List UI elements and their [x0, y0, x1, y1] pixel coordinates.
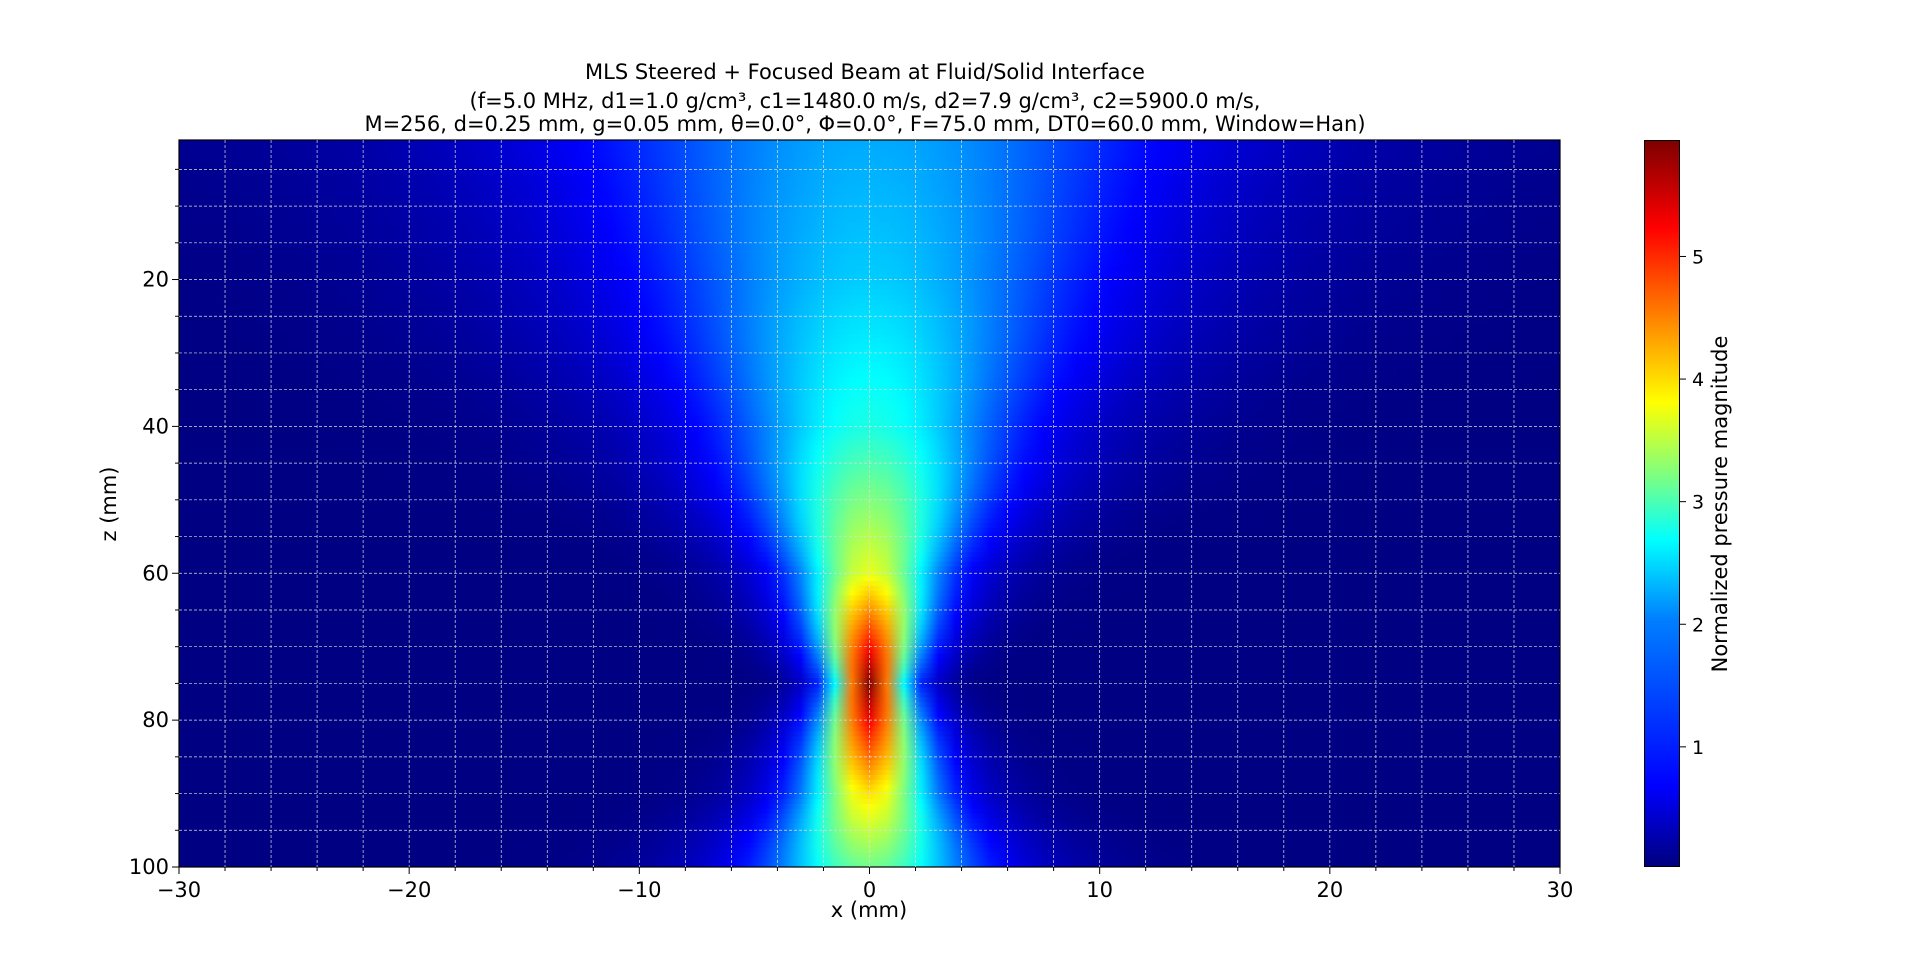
- heatmap-row: [179, 585, 1560, 592]
- heatmap-row: [179, 445, 1560, 451]
- heatmap-row: [179, 430, 1560, 437]
- heatmap-row: [179, 251, 1560, 258]
- heatmap-row: [179, 745, 1560, 752]
- heatmap-row: [179, 270, 1560, 277]
- heatmap-row: [179, 750, 1560, 757]
- y-tick-label: 40: [142, 414, 169, 438]
- heatmap-row: [179, 551, 1560, 558]
- x-tick-label: 0: [863, 878, 876, 902]
- heatmap-row: [179, 765, 1560, 771]
- colorbar-label: Normalized pressure magnitude: [1708, 336, 1732, 673]
- chart-subtitle-line-2: M=256, d=0.25 mm, g=0.05 mm, θ=0.0°, Φ=0…: [364, 112, 1366, 136]
- heatmap-row: [179, 711, 1560, 718]
- y-axis-label: z (mm): [97, 467, 121, 542]
- heatmap-row: [179, 392, 1560, 398]
- y-tick-label: 60: [142, 561, 169, 585]
- heatmap-row: [179, 421, 1560, 427]
- heatmap-row: [179, 236, 1560, 243]
- heatmap-row: [179, 285, 1560, 292]
- heatmap-row: [179, 275, 1560, 282]
- grid-lines: [179, 140, 1560, 867]
- colorbar-ticks: 1 2 3 4 5: [1680, 246, 1704, 759]
- heatmap-row: [179, 726, 1560, 733]
- colorbar-tick-label: 3: [1692, 492, 1704, 514]
- heatmap-row: [179, 435, 1560, 442]
- heatmap-row: [179, 600, 1560, 607]
- y-tick-label: 100: [129, 855, 169, 879]
- heatmap-row: [179, 241, 1560, 248]
- y-axis-ticks: 20 40 60 80 100: [129, 168, 179, 879]
- x-tick-label: −20: [387, 878, 431, 902]
- heatmap-row: [179, 736, 1560, 742]
- y-tick-label: 80: [142, 708, 169, 732]
- x-tick-label: 10: [1086, 878, 1113, 902]
- heatmap-row: [179, 440, 1560, 447]
- heatmap-row: [179, 707, 1560, 713]
- x-tick-label: 30: [1547, 878, 1574, 902]
- heatmap-row: [179, 595, 1560, 602]
- x-tick-label: 20: [1316, 878, 1343, 902]
- heatmap-row: [179, 740, 1560, 747]
- heatmap-row: [179, 571, 1560, 577]
- heatmap-row: [179, 716, 1560, 723]
- heatmap-row: [179, 566, 1560, 573]
- heatmap-row: [179, 411, 1560, 418]
- heatmap-row: [179, 256, 1560, 262]
- heatmap-row: [179, 760, 1560, 767]
- x-axis-label: x (mm): [831, 898, 907, 922]
- heatmap-row: [179, 581, 1560, 587]
- heatmap-row: [179, 401, 1560, 408]
- heatmap-row: [179, 232, 1560, 238]
- colorbar-tick-label: 5: [1692, 246, 1704, 268]
- heatmap-row: [179, 731, 1560, 737]
- heatmap-row: [179, 290, 1560, 296]
- heatmap-row: [179, 450, 1560, 456]
- heatmap-row: [179, 590, 1560, 597]
- colorbar-tick-label: 1: [1692, 737, 1704, 759]
- heatmap-row: [179, 547, 1560, 553]
- y-tick-label: 20: [142, 268, 169, 292]
- heatmap-row: [179, 425, 1560, 432]
- heatmap-row: [179, 261, 1560, 267]
- heatmap-row: [179, 246, 1560, 253]
- heatmap-row: [179, 576, 1560, 582]
- chart-subtitle-line-1: (f=5.0 MHz, d1=1.0 g/cm³, c1=1480.0 m/s,…: [469, 89, 1261, 113]
- x-axis-ticks: −30 −20 −10 0 10 20 30: [157, 867, 1574, 902]
- x-tick-label: −30: [157, 878, 201, 902]
- heatmap-row: [179, 605, 1560, 611]
- chart-title: MLS Steered + Focused Beam at Fluid/Soli…: [585, 60, 1145, 84]
- colorbar-tick-label: 2: [1692, 614, 1704, 636]
- heatmap-row: [179, 416, 1560, 422]
- colorbar: [1644, 140, 1680, 867]
- heatmap-row: [179, 721, 1560, 728]
- heatmap-row: [179, 266, 1560, 272]
- heatmap-row: [179, 556, 1560, 563]
- x-tick-label: −10: [617, 878, 661, 902]
- heatmap-row: [179, 561, 1560, 568]
- heatmap-row: [179, 755, 1560, 762]
- colorbar-tick-label: 4: [1692, 369, 1704, 391]
- heatmap-row: [179, 406, 1560, 413]
- heatmap-row: [179, 396, 1560, 403]
- heatmap-row: [179, 862, 1560, 867]
- heatmap-row: [179, 280, 1560, 287]
